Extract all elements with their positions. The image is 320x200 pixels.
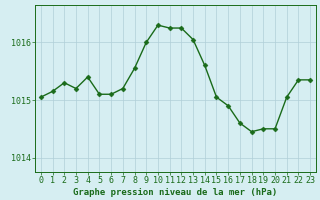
X-axis label: Graphe pression niveau de la mer (hPa): Graphe pression niveau de la mer (hPa) [73,188,278,197]
